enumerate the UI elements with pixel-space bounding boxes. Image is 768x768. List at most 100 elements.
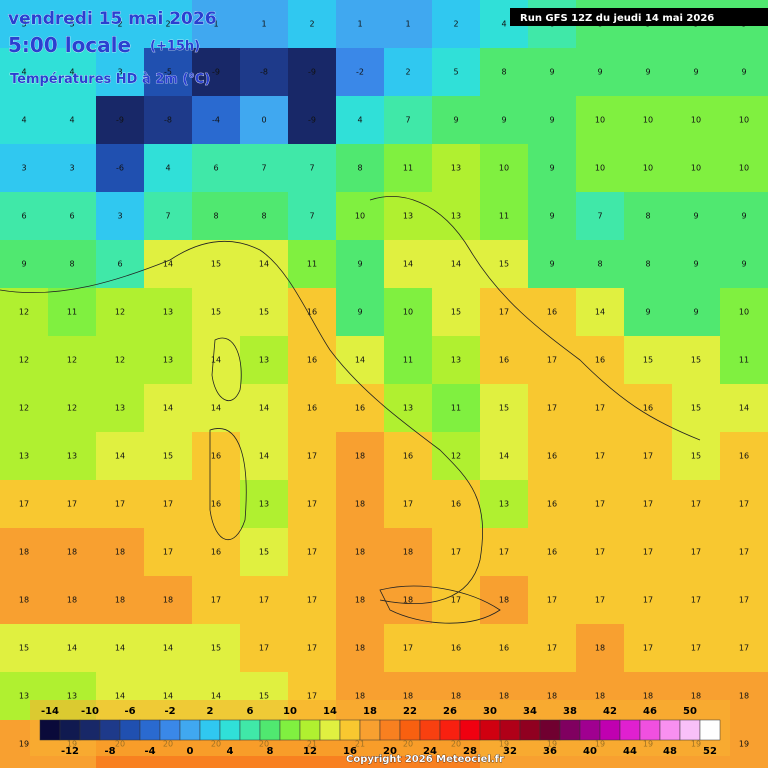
temperature-value: 17	[451, 548, 461, 557]
temperature-value: 16	[643, 404, 653, 413]
legend-box	[559, 719, 581, 741]
temperature-cell	[96, 624, 145, 673]
temperature-cell	[384, 480, 433, 529]
legend-label: 30	[483, 706, 497, 717]
legend-box	[179, 719, 201, 741]
temperature-value: 2	[165, 20, 170, 29]
temperature-value: 16	[547, 548, 557, 557]
temperature-value: -9	[308, 116, 316, 125]
temperature-cell	[96, 240, 145, 289]
temperature-value: 18	[355, 692, 365, 701]
temperature-value: 15	[499, 260, 509, 269]
temperature-value: 17	[547, 404, 557, 413]
temperature-value: 3	[69, 164, 74, 173]
temperature-value: 17	[163, 500, 173, 509]
temperature-value: 9	[741, 68, 746, 77]
temperature-cell	[672, 144, 721, 193]
temperature-value: 15	[19, 644, 29, 653]
temperature-value: 7	[597, 212, 602, 221]
legend-box	[419, 719, 441, 741]
temperature-cell	[0, 384, 49, 433]
temperature-cell	[240, 432, 289, 481]
temperature-value: 14	[163, 644, 173, 653]
temperature-value: 6	[69, 212, 74, 221]
temperature-cell	[144, 96, 193, 145]
temperature-cell	[96, 48, 145, 97]
temperature-cell	[480, 384, 529, 433]
temperature-cell	[720, 624, 768, 673]
temperature-value: 17	[259, 644, 269, 653]
temperature-cell	[432, 0, 481, 49]
temperature-cell	[240, 192, 289, 241]
temperature-cell	[336, 144, 385, 193]
temperature-value: 8	[645, 260, 650, 269]
temperature-cell	[288, 240, 337, 289]
temperature-cell	[576, 480, 625, 529]
temperature-value: 13	[19, 692, 29, 701]
temperature-cell	[0, 144, 49, 193]
temperature-value: 9	[549, 116, 554, 125]
temperature-value: 9	[357, 260, 362, 269]
temperature-value: 3	[117, 212, 122, 221]
temperature-value: 16	[547, 308, 557, 317]
temperature-cell	[624, 624, 673, 673]
legend-label: 8	[267, 746, 274, 757]
temperature-value: 18	[739, 692, 749, 701]
temperature-value: 9	[21, 260, 26, 269]
temperature-value: 14	[595, 308, 605, 317]
temperature-value: 8	[213, 212, 218, 221]
temperature-value: -9	[308, 68, 316, 77]
temperature-cell	[96, 0, 145, 49]
temperature-cell	[240, 336, 289, 385]
temperature-value: 9	[357, 308, 362, 317]
temperature-cell	[384, 0, 433, 49]
legend-label: 38	[563, 706, 577, 717]
temperature-value: 9	[741, 212, 746, 221]
temperature-cell	[432, 432, 481, 481]
temperature-cell	[720, 336, 768, 385]
temperature-cell	[144, 0, 193, 49]
temperature-cell	[336, 192, 385, 241]
temperature-value: 16	[307, 308, 317, 317]
temperature-cell	[576, 144, 625, 193]
temperature-cell	[144, 480, 193, 529]
temperature-value: 13	[403, 404, 413, 413]
temperature-cell	[480, 528, 529, 577]
temperature-value: 9	[549, 164, 554, 173]
temperature-value: 18	[163, 596, 173, 605]
temperature-cell	[576, 48, 625, 97]
temperature-value: 15	[211, 308, 221, 317]
temperature-cell	[384, 48, 433, 97]
temperature-value: 11	[403, 164, 413, 173]
temperature-cell	[144, 240, 193, 289]
temperature-value: 17	[595, 548, 605, 557]
temperature-cell	[432, 336, 481, 385]
legend-label: -2	[164, 706, 175, 717]
temperature-cell	[528, 624, 577, 673]
legend-label: 14	[323, 706, 337, 717]
legend-label: 36	[543, 746, 557, 757]
legend-box	[199, 719, 221, 741]
temperature-cell	[0, 192, 49, 241]
temperature-value: 9	[693, 68, 698, 77]
temperature-value: 18	[355, 596, 365, 605]
temperature-value: 17	[595, 404, 605, 413]
temperature-value: 2	[117, 20, 122, 29]
temperature-cell	[528, 144, 577, 193]
temperature-value: 16	[307, 356, 317, 365]
temperature-value: 17	[403, 644, 413, 653]
temperature-value: 18	[595, 644, 605, 653]
temperature-value: 9	[453, 116, 458, 125]
temperature-value: 15	[259, 308, 269, 317]
temperature-cell	[144, 192, 193, 241]
temperature-value: 18	[499, 692, 509, 701]
temperature-cell	[96, 192, 145, 241]
temperature-cell	[720, 96, 768, 145]
temperature-cell	[720, 528, 768, 577]
temperature-cell	[528, 288, 577, 337]
temperature-cell	[48, 240, 97, 289]
temperature-value: 13	[499, 500, 509, 509]
temperature-cell	[48, 384, 97, 433]
temperature-cell	[576, 528, 625, 577]
